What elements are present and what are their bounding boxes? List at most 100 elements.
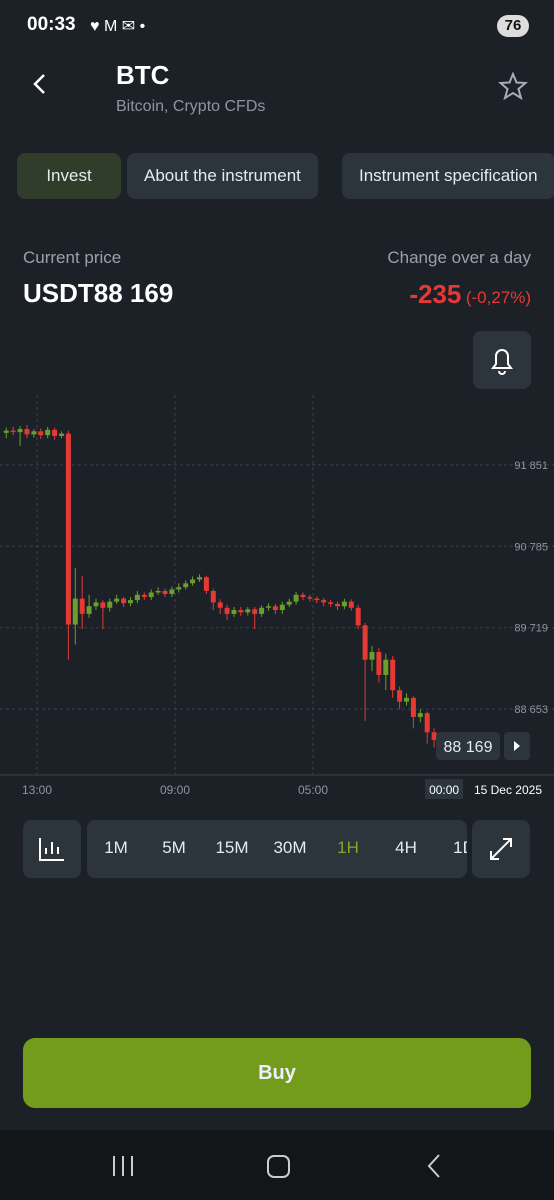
candle-body bbox=[431, 732, 437, 740]
tab[interactable]: Instrument specification bbox=[342, 153, 554, 199]
price-value: USDT88 169 bbox=[23, 278, 174, 308]
current-price-label: 88 169 bbox=[444, 739, 493, 756]
y-tick-label: 91 851 bbox=[514, 460, 548, 472]
candle-body bbox=[38, 431, 44, 436]
candle-body bbox=[176, 587, 182, 590]
candle-body bbox=[383, 659, 389, 675]
tab[interactable]: Invest bbox=[17, 153, 121, 199]
timeframe-bar: 1M 5M 15M 30M 1H 4H 1D bbox=[87, 820, 467, 878]
candle-body bbox=[300, 594, 306, 598]
candle-body bbox=[155, 590, 161, 593]
candle-body bbox=[259, 607, 265, 614]
candle-body bbox=[362, 625, 368, 660]
current-price-badge bbox=[436, 732, 500, 761]
fullscreen-button[interactable] bbox=[472, 820, 530, 878]
change: -235 (-0,27%) bbox=[409, 279, 531, 310]
candle-body bbox=[148, 592, 154, 598]
candle-body bbox=[127, 600, 133, 604]
candle-body bbox=[141, 594, 147, 598]
chart: 88 653 89 719 90 785 91 851 13:00 09:00 05:00 0… bbox=[0, 395, 554, 799]
candle-body bbox=[121, 598, 127, 604]
candle-body bbox=[424, 713, 430, 733]
x-tick-label: 13:00 bbox=[22, 783, 52, 797]
timeframe[interactable]: 1D bbox=[453, 838, 467, 857]
candle-body bbox=[162, 590, 168, 595]
candle-body bbox=[169, 589, 175, 595]
candle-body bbox=[217, 602, 223, 608]
candle-body bbox=[3, 430, 9, 433]
favorite-star[interactable] bbox=[498, 72, 528, 100]
candle-body bbox=[65, 433, 71, 625]
candle-body bbox=[397, 690, 403, 702]
back-button[interactable] bbox=[30, 72, 52, 96]
candle-body bbox=[224, 607, 230, 614]
candle-body bbox=[17, 429, 23, 433]
candle-body bbox=[321, 600, 327, 603]
candle-body bbox=[355, 607, 361, 626]
candle-body bbox=[314, 598, 320, 601]
candle-body bbox=[238, 610, 244, 613]
timeframe[interactable]: 1M bbox=[104, 838, 128, 857]
candle-body bbox=[348, 601, 354, 608]
candle-body bbox=[31, 431, 37, 435]
battery: 76 bbox=[497, 15, 529, 37]
candle-body bbox=[10, 430, 16, 433]
candle-body bbox=[114, 598, 120, 602]
y-tick-label: 88 653 bbox=[514, 704, 548, 716]
candle-body bbox=[252, 609, 258, 614]
candle-body bbox=[328, 602, 334, 604]
timeframe[interactable]: 5M bbox=[162, 838, 186, 857]
timeframe[interactable]: 4H bbox=[395, 838, 417, 857]
x-tick-label: 00:00 bbox=[429, 783, 459, 797]
timeframe[interactable]: 30M bbox=[273, 838, 307, 857]
candle-body bbox=[58, 433, 64, 436]
candle-body bbox=[410, 697, 416, 717]
x-tick-label: 09:00 bbox=[160, 783, 190, 797]
candle-body bbox=[272, 606, 278, 611]
candle-body bbox=[265, 606, 271, 608]
candle-body bbox=[369, 652, 375, 660]
candle-body bbox=[334, 603, 340, 607]
candle-body bbox=[417, 713, 423, 717]
candle-body bbox=[390, 659, 396, 691]
candle-body bbox=[245, 609, 251, 613]
candle-body bbox=[52, 429, 58, 436]
candle-body bbox=[24, 429, 30, 435]
price-label: Current price bbox=[23, 248, 122, 267]
instrument-title: BTC bbox=[116, 60, 170, 90]
candle-body bbox=[293, 594, 299, 602]
candle-body bbox=[134, 594, 140, 601]
candle-body bbox=[376, 652, 382, 675]
candle-body bbox=[404, 697, 410, 702]
buy-button[interactable]: Buy bbox=[23, 1038, 531, 1108]
nav-bar bbox=[0, 1130, 554, 1200]
candle-body bbox=[183, 583, 189, 588]
candle-body bbox=[190, 579, 196, 584]
candle-body bbox=[279, 604, 285, 611]
candle-body bbox=[45, 429, 51, 436]
timeframe[interactable]: 1H bbox=[337, 838, 359, 857]
x-tick-marker bbox=[425, 779, 464, 799]
change-percent: (-0,27%) bbox=[465, 288, 531, 307]
nav-icons bbox=[113, 1154, 440, 1178]
change-value: -235 bbox=[409, 279, 462, 309]
y-tick-label: 89 719 bbox=[514, 623, 548, 635]
timeframe[interactable]: 15M bbox=[215, 838, 249, 857]
chart-type-button[interactable] bbox=[23, 820, 81, 878]
status-icons: ♥ M ✉ • bbox=[90, 18, 146, 35]
status-time: 00:33 bbox=[27, 14, 76, 35]
candle-body bbox=[86, 606, 92, 614]
candle-body bbox=[72, 598, 78, 625]
y-tick-label: 90 785 bbox=[514, 541, 548, 553]
change-label: Change over a day bbox=[387, 248, 531, 267]
date-label: 15 Dec 2025 bbox=[474, 783, 542, 797]
x-tick-label: 05:00 bbox=[298, 783, 328, 797]
alert-button[interactable] bbox=[473, 331, 531, 389]
tab[interactable]: About the instrument bbox=[127, 153, 318, 199]
candle-body bbox=[286, 601, 292, 605]
candle-body bbox=[341, 601, 347, 607]
candle-body bbox=[210, 590, 216, 603]
candle-body bbox=[79, 598, 85, 614]
candle-body bbox=[203, 577, 209, 591]
